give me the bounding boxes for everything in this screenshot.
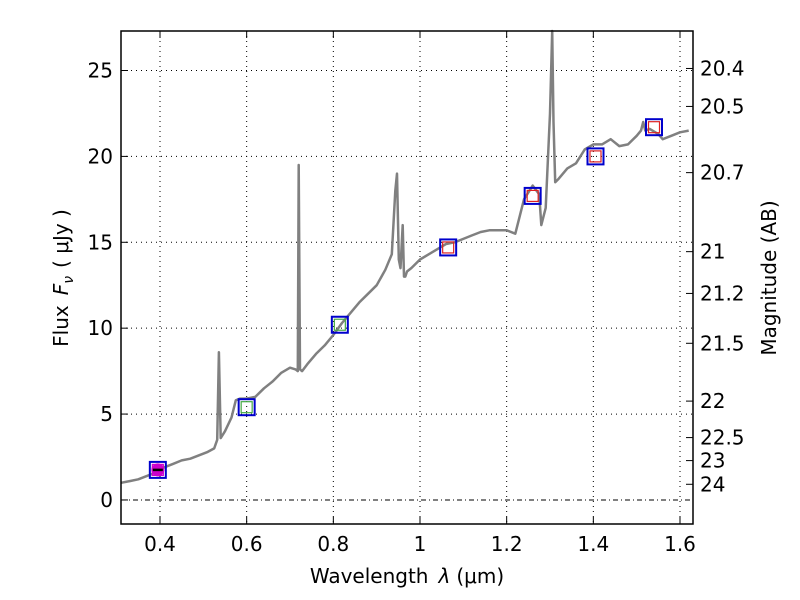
- x-axis-label: Wavelength λ (μm): [310, 564, 504, 588]
- mag-tick-label: 23: [700, 449, 725, 473]
- y-tick-label: 15: [88, 230, 113, 254]
- y-axis-label: FluxFν( μJy ): [49, 209, 77, 347]
- x-tick-label: 1: [414, 532, 427, 556]
- photometry-model-box: [647, 121, 661, 134]
- photometry-model-box: [240, 401, 253, 414]
- plot-frame: [120, 30, 694, 525]
- mag-tick-label: 20.4: [700, 56, 745, 80]
- mag-tick-label: 24: [700, 472, 725, 496]
- photometry-box: [645, 118, 663, 137]
- mag-tick-label: 22: [700, 389, 725, 413]
- spectrum-layer: [120, 29, 689, 485]
- photometry-model-box: [442, 241, 455, 254]
- photometry-box: [148, 460, 167, 479]
- x-tick-label: 1.6: [664, 532, 696, 556]
- ticks-layer: 0.4 0.6 0.8 1 1.2 1.4 1.6 0 5 10 15 20 25 20.4 20.5 20.…: [88, 31, 745, 556]
- photometry-box: [237, 398, 256, 417]
- photometry-box: [330, 315, 349, 334]
- markers-layer: [148, 118, 663, 479]
- grid-layer: [121, 31, 693, 524]
- photometry-model-box: [526, 189, 539, 203]
- x-tick-label: 0.6: [231, 532, 263, 556]
- photometry-box: [523, 186, 542, 205]
- mag-tick-label: 20.7: [700, 161, 745, 185]
- y-tick-label: 0: [100, 488, 113, 512]
- mag-tick-label: 21.5: [700, 331, 745, 355]
- y2-axis-label: Magnitude (AB): [757, 200, 781, 355]
- y-tick-label: 10: [88, 316, 113, 340]
- spectrum-line: [120, 29, 689, 485]
- x-tick-label: 0.8: [317, 532, 349, 556]
- y-tick-label: 20: [88, 144, 113, 168]
- y-tick-label: 5: [100, 402, 113, 426]
- photometry-box: [586, 147, 605, 166]
- photometry-model-box: [333, 318, 346, 331]
- mag-tick-label: 22.5: [700, 426, 745, 450]
- photometry-box: [439, 238, 458, 257]
- mag-tick-label: 21.2: [700, 281, 745, 305]
- y-tick-label: 25: [88, 59, 113, 83]
- mag-tick-label: 21: [700, 240, 725, 264]
- photometry-model-box: [589, 150, 602, 163]
- x-tick-label: 1.4: [577, 532, 609, 556]
- x-tick-label: 0.4: [144, 532, 176, 556]
- x-tick-label: 1.2: [491, 532, 523, 556]
- mag-tick-label: 20.5: [700, 94, 745, 118]
